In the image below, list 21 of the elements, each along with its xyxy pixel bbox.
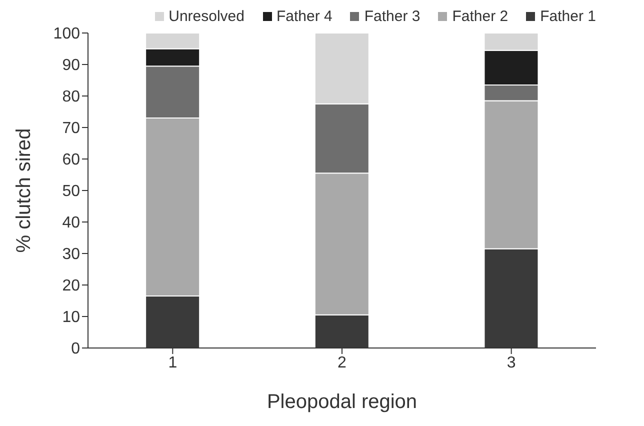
y-tick-label: 60 — [62, 152, 80, 169]
y-axis-title: % clutch sired — [13, 128, 36, 253]
legend-label: Father 3 — [363, 8, 420, 25]
y-tick-label: 50 — [62, 183, 80, 200]
y-tick-label: 40 — [62, 214, 80, 232]
y-tick-label: 10 — [62, 309, 80, 326]
legend-label: Father 1 — [539, 8, 596, 25]
legend-label: Father 4 — [276, 8, 332, 25]
legend-label: Unresolved — [168, 8, 244, 25]
x-tick-label: 2 — [338, 354, 347, 372]
x-axis-title: Pleopodal region — [266, 391, 418, 413]
y-tick-label: 20 — [62, 278, 80, 295]
y-tick-label: 100 — [53, 26, 80, 43]
y-tick-label: 0 — [71, 340, 80, 358]
legend-label: Father 2 — [451, 8, 508, 25]
y-tick-label: 30 — [62, 246, 80, 264]
x-tick-label: 3 — [506, 354, 516, 372]
y-tick-label: 90 — [62, 57, 80, 74]
y-tick-label: 80 — [62, 88, 80, 106]
y-tick-label: 70 — [62, 120, 80, 138]
x-tick-label: 1 — [168, 354, 178, 372]
